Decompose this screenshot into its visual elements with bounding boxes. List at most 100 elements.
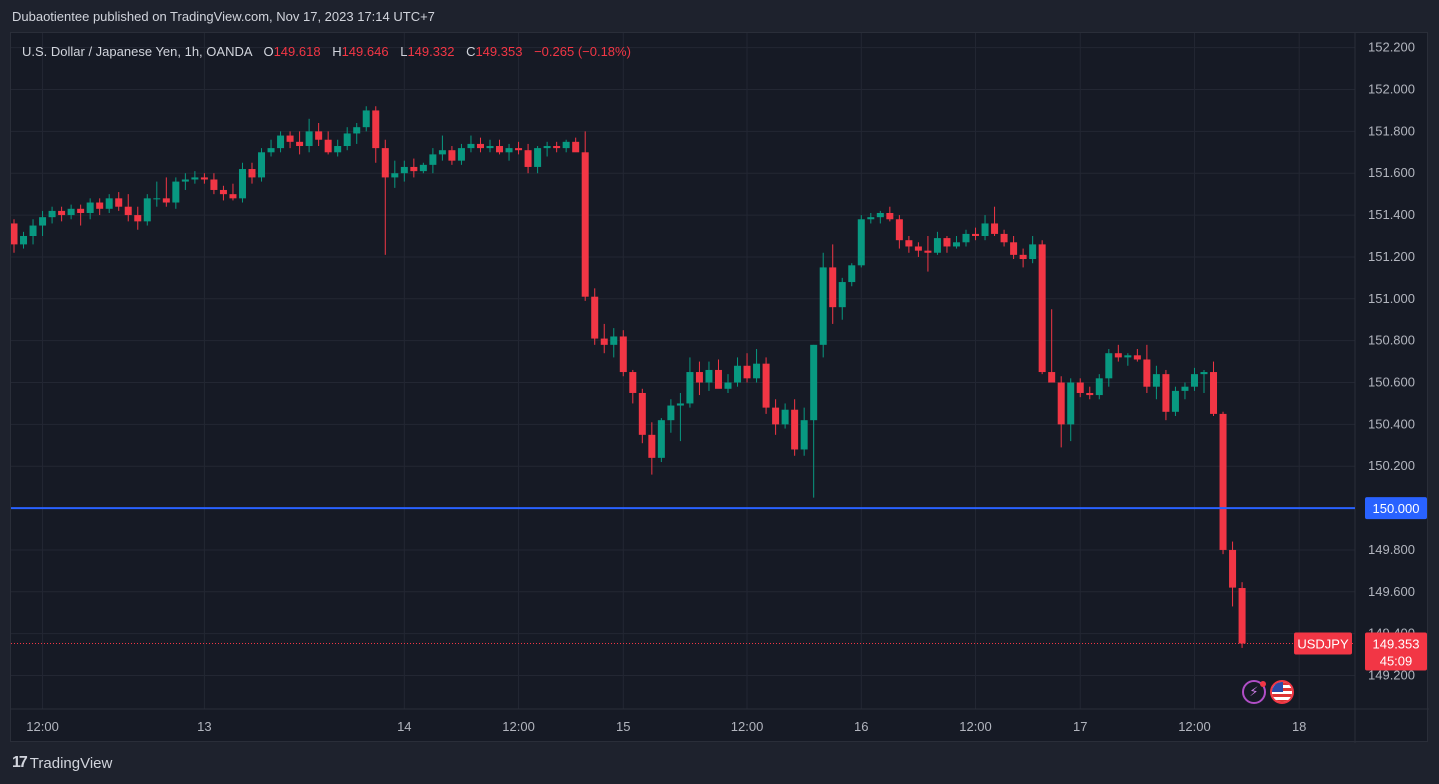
candle-body [134,215,142,222]
change-value: −0.265 (−0.18%) [534,44,631,59]
price-tick-label: 152.000 [1368,82,1415,97]
low-label: L [400,44,408,59]
candle-body [1000,233,1008,243]
price-level-tag [1365,497,1427,520]
price-tick-label: 150.600 [1368,375,1415,390]
candle-body [933,238,941,253]
candle-body [305,131,313,147]
candle-body [962,233,970,243]
candle-body [191,177,199,180]
candle-body [1229,549,1237,588]
candle-body [553,146,561,149]
candle-body [1152,374,1160,387]
price-tick-label: 149.200 [1368,668,1415,683]
candle-body [39,217,47,226]
price-tick-label: 151.200 [1368,249,1415,264]
close-value: 149.353 [475,44,523,59]
candle-body [1019,254,1027,260]
open-label: O [263,44,274,59]
candle-body [1200,372,1208,375]
candle-body [429,154,437,165]
candle-body [762,363,770,408]
candle-body [248,169,256,178]
candle-body [667,405,675,421]
close-label: C [466,44,476,59]
tradingview-logo-icon: 17 [12,754,28,771]
candle-body [1162,374,1170,412]
last-price-label: 149.353 [1373,636,1420,651]
candle-body [524,150,532,167]
candle-body [800,420,808,450]
candle-body [315,131,323,140]
candle-body [219,189,227,195]
candle-body [353,127,361,134]
candle-body [258,152,266,178]
candle-body [505,148,513,153]
candle-body [448,150,456,161]
candle-body [1238,588,1246,644]
tradingview-logo[interactable]: 17 TradingView [12,754,112,772]
candle-body [1057,382,1065,425]
us-flag-icon[interactable] [1270,680,1294,704]
symbol-description[interactable]: U.S. Dollar / Japanese Yen, 1h, OANDA [22,44,252,59]
price-tick-label: 149.600 [1368,584,1415,599]
candle-body [296,141,304,147]
candle-body [410,166,418,172]
candle-body [277,135,285,149]
tradingview-brand: TradingView [29,754,113,772]
open-value: 149.618 [273,44,321,59]
candle-body [381,148,389,178]
candle-body [638,392,646,435]
lightning-icon[interactable]: ⚡ [1242,680,1266,704]
candle-body [486,146,494,149]
candle-body [1048,372,1056,383]
candle-body [48,210,56,218]
candle-body [1219,413,1227,550]
candle-body [362,110,370,128]
low-value: 149.332 [407,44,455,59]
last-price-tag [1365,632,1427,671]
candle-body [581,152,589,297]
candle-body [1133,355,1141,360]
chart-frame[interactable]: 152.200 152.000 151.800 151.600 151.400 151.2… [10,32,1429,743]
candle-body [515,148,523,151]
candle-body [829,267,837,308]
candle-body [324,139,332,153]
candle-body [534,148,542,167]
candle-body [705,369,713,383]
candle-body [610,336,618,345]
price-level-label: 150.000 [1373,501,1420,516]
candle-body [334,146,342,153]
time-tick-label: 15 [616,719,630,734]
publisher-caption: Dubaotientee published on TradingView.co… [12,9,435,24]
candle-body [676,403,684,406]
price-tick-label: 150.400 [1368,416,1415,431]
candle-body [1076,382,1084,393]
candle-body [476,143,484,149]
candle-body [400,166,408,174]
candlestick-chart[interactable]: 152.200 152.000 151.800 151.600 151.400 151.2… [11,33,1429,743]
candle-body [67,208,75,216]
candle-body [810,344,818,421]
candle-body [591,296,599,339]
time-tick-label: 12:00 [959,719,992,734]
time-tick-label: 12:00 [1178,719,1211,734]
candle-body [1095,378,1103,396]
candle-body [162,198,170,203]
candle-body [286,135,294,142]
time-tick-label: 12:00 [502,719,535,734]
candle-body [1181,386,1189,391]
candle-body [562,141,570,149]
time-tick-label: 12:00 [731,719,764,734]
candle-body [210,179,218,190]
price-tick-label: 151.400 [1368,207,1415,222]
candle-body [886,212,894,220]
candle-body [391,173,399,178]
symbol-tag-label: USDJPY [1297,636,1349,651]
candle-body [924,250,932,253]
candle-body [734,365,742,383]
candle-body [1038,244,1046,373]
candle-body [372,110,380,149]
candle-body [153,198,161,200]
candle-body [686,372,694,404]
